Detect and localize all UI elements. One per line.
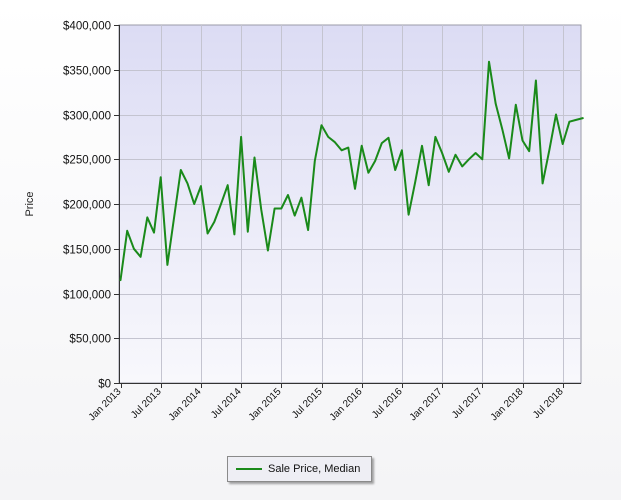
y-tick-label: $350,000 <box>63 66 111 78</box>
grid-lines <box>119 25 581 383</box>
x-tick-label: Jul 2016 <box>370 386 405 421</box>
y-tick-label: $400,000 <box>63 21 111 33</box>
x-tick-label: Jan 2016 <box>328 386 365 423</box>
x-tick-label: Jan 2018 <box>489 386 526 423</box>
series-layer <box>119 60 584 282</box>
legend: Sale Price, Median <box>227 456 372 482</box>
legend-label: Sale Price, Median <box>268 463 361 475</box>
y-axis: $0 $50,000 $100,000 $150,000 $200,000 $250,00… <box>63 21 120 391</box>
legend-swatch-sale-price-median <box>236 468 262 470</box>
y-tick-label: $50,000 <box>69 334 111 346</box>
x-tick-label: Jul 2017 <box>450 386 485 421</box>
series-line-sale-price-median <box>119 60 584 282</box>
y-tick-label: $100,000 <box>63 290 111 302</box>
x-tick-label: Jan 2014 <box>167 386 204 423</box>
x-tick-label: Jan 2015 <box>247 386 284 423</box>
x-axis: Jan 2013 Jul 2013 Jan 2014 Jul 2014 Jan 2015… <box>87 383 581 423</box>
x-tick-label: Jul 2014 <box>209 386 244 421</box>
y-tick-label: $250,000 <box>63 155 111 167</box>
y-tick-label: $150,000 <box>63 245 111 257</box>
x-tick-label: Jul 2015 <box>290 386 325 421</box>
x-tick-label: Jul 2018 <box>531 386 566 421</box>
x-tick-label: Jan 2013 <box>87 386 124 423</box>
x-tick-label: Jul 2013 <box>129 386 164 421</box>
y-tick-label: $200,000 <box>63 200 111 212</box>
y-tick-label: $0 <box>98 379 111 391</box>
y-axis-title: Price <box>24 191 36 216</box>
y-tick-label: $300,000 <box>63 111 111 123</box>
x-tick-label: Jan 2017 <box>408 386 445 423</box>
